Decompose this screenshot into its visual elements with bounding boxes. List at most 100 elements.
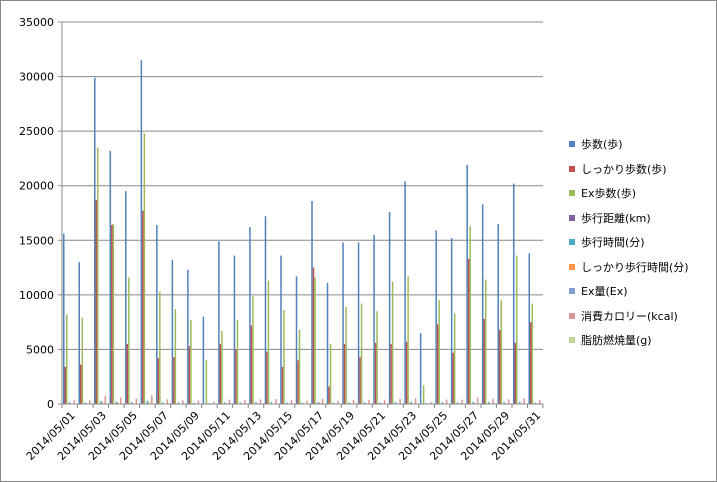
y-tick-label: 10000	[19, 289, 54, 302]
bar	[295, 276, 298, 404]
legend-swatch	[569, 312, 575, 319]
bar	[162, 402, 164, 404]
bar	[472, 401, 474, 404]
bar	[188, 346, 191, 404]
bar	[173, 357, 175, 404]
bar	[394, 402, 397, 404]
bar	[312, 267, 315, 404]
bar	[281, 366, 284, 404]
legend-label: 脂肪燃焼量(g)	[581, 334, 652, 348]
bar	[514, 342, 516, 404]
bar	[120, 397, 122, 404]
bar	[357, 242, 360, 404]
bar	[283, 310, 285, 404]
bar	[481, 204, 484, 404]
bar	[405, 341, 408, 404]
bar	[218, 241, 220, 404]
bar	[436, 324, 439, 404]
bar	[332, 402, 335, 404]
bar	[512, 183, 515, 404]
bar	[89, 400, 91, 404]
bar	[117, 402, 119, 404]
y-tick-label: 0	[47, 398, 54, 411]
bar	[487, 402, 490, 404]
bar	[174, 309, 177, 404]
bar	[306, 400, 308, 404]
bar	[410, 401, 412, 404]
bar	[476, 397, 479, 404]
bar	[228, 399, 231, 404]
bar	[498, 329, 501, 404]
legend-label: 歩行時間(分)	[581, 236, 645, 250]
bar	[233, 255, 236, 404]
bar	[345, 306, 347, 404]
y-tick-label: 25000	[19, 125, 54, 138]
bar	[249, 227, 251, 404]
bar	[450, 238, 453, 404]
bar	[66, 314, 68, 404]
chart-legend: 歩数(歩) しっかり歩数(歩) Ex歩数(歩) 歩行距離(km) 歩行時間(分) しっかり…	[569, 132, 714, 353]
legend-item: 歩数(歩)	[569, 132, 714, 157]
bar	[531, 303, 533, 404]
bar	[473, 402, 476, 404]
bar	[390, 343, 392, 404]
bar	[224, 402, 226, 404]
bar	[115, 401, 118, 404]
y-tick-label: 35000	[19, 16, 54, 29]
bar	[280, 255, 282, 404]
bar	[84, 402, 87, 404]
bar	[101, 402, 104, 404]
bar	[290, 400, 293, 404]
bar	[414, 398, 417, 404]
legend-swatch	[569, 288, 575, 295]
bar	[148, 402, 150, 404]
legend-label: しっかり歩行時間(分)	[581, 260, 689, 274]
bar	[359, 357, 361, 404]
legend-item: しっかり歩行時間(分)	[569, 255, 714, 280]
legend-label: 消費カロリー(kcal)	[581, 309, 678, 323]
legend-item: 歩行距離(km)	[569, 206, 714, 231]
bar	[64, 366, 67, 404]
bar	[461, 399, 463, 404]
legend-item: しっかり歩数(歩)	[569, 157, 714, 182]
bar	[143, 133, 146, 404]
bar	[529, 322, 532, 404]
y-tick-label: 5000	[26, 343, 54, 356]
y-tick-label: 30000	[19, 71, 54, 84]
bar	[202, 316, 205, 404]
bar	[182, 400, 184, 404]
bar	[456, 402, 459, 404]
bar	[318, 402, 321, 404]
bar	[94, 77, 96, 404]
legend-swatch	[569, 141, 575, 148]
bar	[213, 401, 215, 404]
bar	[337, 400, 339, 404]
bar	[314, 277, 316, 404]
bar	[435, 230, 437, 404]
legend-label: Ex量(Ex)	[581, 285, 628, 299]
legend-item: 消費カロリー(kcal)	[569, 304, 714, 329]
bar	[78, 262, 81, 404]
bar	[146, 400, 149, 404]
bar	[383, 399, 386, 404]
bar	[328, 386, 330, 404]
bar	[197, 400, 200, 404]
bar	[376, 311, 378, 404]
legend-item: Ex歩数(歩)	[569, 181, 714, 206]
bar	[466, 164, 468, 404]
bar	[190, 319, 192, 404]
legend-item: 脂肪燃焼量(g)	[569, 328, 714, 353]
legend-label: 歩行距離(km)	[581, 211, 651, 225]
bar	[156, 225, 158, 404]
bar	[373, 234, 375, 404]
bar	[157, 358, 160, 404]
bar	[187, 269, 189, 404]
bar	[109, 150, 112, 404]
bar	[112, 223, 115, 404]
bar	[343, 343, 346, 404]
bar	[244, 400, 246, 404]
bar	[452, 352, 454, 404]
bar	[297, 360, 299, 404]
bar	[360, 303, 363, 404]
bar	[104, 395, 107, 404]
